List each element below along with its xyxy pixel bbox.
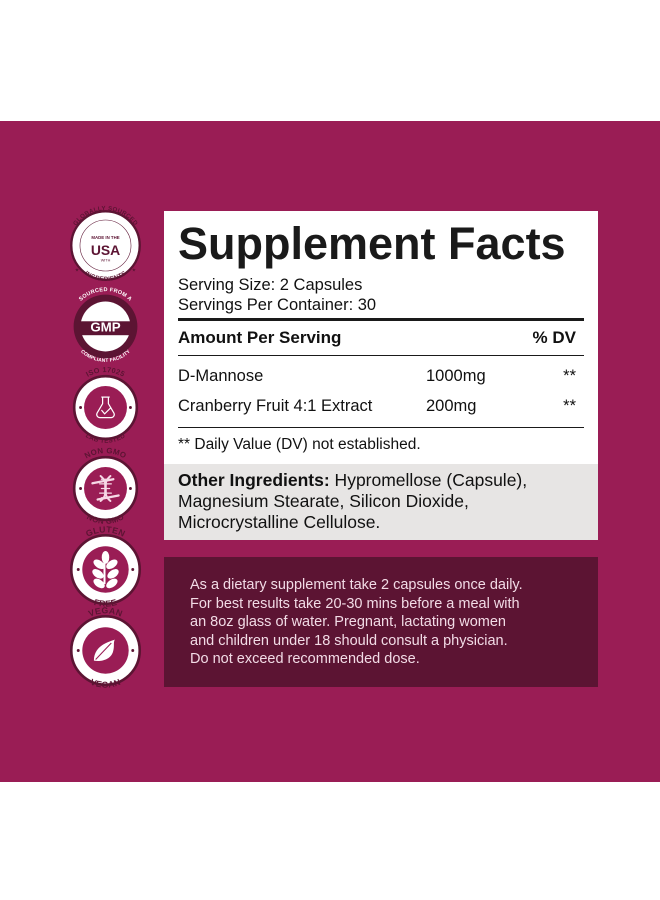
svg-text:★: ★ [75, 268, 80, 274]
svg-text:USA: USA [91, 242, 120, 258]
svg-text:WITH: WITH [101, 258, 111, 262]
svg-text:★: ★ [132, 268, 137, 274]
svg-text:MADE IN THE: MADE IN THE [91, 235, 119, 240]
svg-text:GMP: GMP [90, 320, 120, 335]
